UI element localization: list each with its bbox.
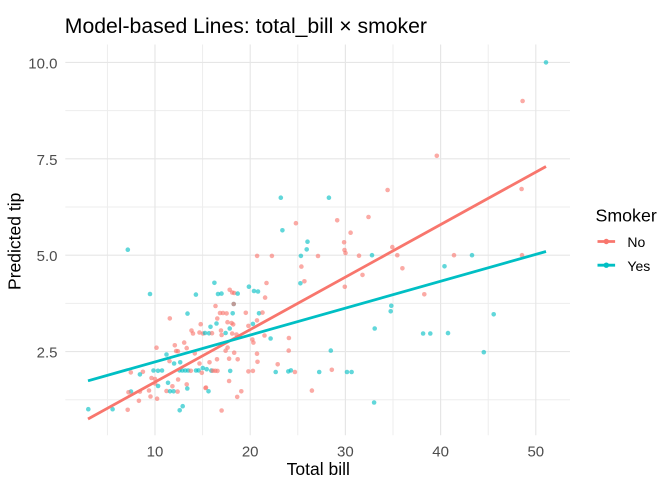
svg-text:7.5: 7.5 — [37, 152, 58, 169]
svg-text:5.0: 5.0 — [37, 248, 58, 265]
svg-text:30: 30 — [337, 443, 354, 460]
svg-text:Yes: Yes — [627, 258, 650, 274]
svg-text:Total bill: Total bill — [287, 459, 350, 479]
svg-text:2.5: 2.5 — [37, 345, 58, 362]
svg-text:10: 10 — [147, 443, 164, 460]
svg-text:No: No — [627, 234, 645, 250]
svg-text:50: 50 — [527, 443, 544, 460]
svg-text:Model-based Lines: total_bill: Model-based Lines: total_bill × smoker — [65, 15, 427, 38]
svg-text:Predicted tip: Predicted tip — [5, 193, 25, 290]
svg-text:10.0: 10.0 — [28, 55, 57, 72]
svg-text:40: 40 — [432, 443, 449, 460]
svg-text:Smoker: Smoker — [596, 206, 657, 226]
svg-text:20: 20 — [242, 443, 259, 460]
